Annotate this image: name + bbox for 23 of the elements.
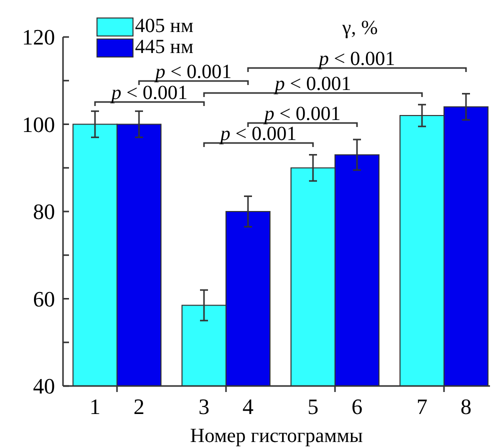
annotation: p < 0.001 [109, 82, 188, 104]
y-axis-title: γ, % [341, 17, 378, 39]
x-tick-label: 6 [352, 394, 362, 419]
annotation: p < 0.001 [316, 48, 396, 70]
legend-label: 445 нм [135, 36, 194, 58]
annotation: p < 0.001 [218, 123, 297, 145]
x-tick-label: 7 [416, 394, 428, 419]
y-tick-label: 80 [33, 199, 55, 224]
y-tick-label: 40 [33, 374, 55, 399]
legend-label: 405 нм [135, 15, 194, 37]
x-tick-label: 5 [308, 394, 318, 419]
x-tick-label: 8 [460, 394, 472, 419]
y-tick-label: 60 [33, 286, 55, 312]
annotation: p < 0.001 [262, 103, 341, 125]
x-tick-label: 3 [198, 394, 210, 419]
y-tick-label: 120 [22, 24, 55, 50]
x-tick-label: 1 [90, 394, 100, 419]
annotation: p < 0.001 [272, 73, 352, 95]
x-tick-label: 2 [134, 394, 144, 419]
annotation: p < 0.001 [153, 61, 232, 83]
x-tick-label: 4 [242, 394, 254, 419]
y-tick-label: 100 [22, 112, 55, 137]
x-axis-title: Номер гистограммы [190, 425, 363, 447]
